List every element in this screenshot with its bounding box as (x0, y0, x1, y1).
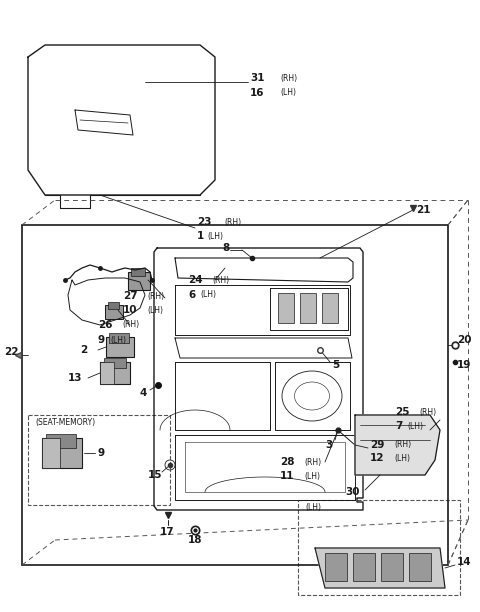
Text: (LH): (LH) (280, 89, 296, 97)
Text: (RH): (RH) (224, 217, 241, 226)
Bar (278, 293, 294, 323)
Text: 18: 18 (188, 535, 203, 545)
Bar (300, 293, 316, 323)
Text: 24: 24 (188, 275, 203, 285)
Bar (381, 553, 403, 581)
Bar (42, 438, 60, 468)
Text: (RH): (RH) (394, 441, 411, 449)
Bar (106, 337, 134, 357)
Text: 10: 10 (123, 305, 137, 315)
Text: 11: 11 (280, 471, 295, 481)
Text: 15: 15 (148, 470, 163, 480)
Text: 21: 21 (416, 205, 431, 215)
Bar (353, 553, 375, 581)
Bar (409, 553, 431, 581)
Bar (325, 553, 347, 581)
Text: 30: 30 (345, 487, 360, 497)
Text: 16: 16 (250, 88, 264, 98)
Text: (LH): (LH) (110, 335, 126, 345)
Text: (RH): (RH) (304, 458, 321, 466)
Polygon shape (315, 548, 445, 588)
Text: 22: 22 (4, 347, 19, 357)
Text: (RH): (RH) (122, 321, 139, 329)
Text: 3: 3 (325, 440, 332, 450)
Bar (100, 362, 130, 384)
Bar (28, 415, 170, 505)
Text: (RH): (RH) (212, 275, 229, 285)
Text: 27: 27 (123, 291, 138, 301)
Text: 4: 4 (140, 388, 147, 398)
Text: (SEAT-MEMORY): (SEAT-MEMORY) (35, 418, 95, 427)
Text: (LH): (LH) (200, 291, 216, 299)
Bar (109, 333, 129, 343)
Polygon shape (355, 415, 440, 475)
Bar (131, 268, 145, 276)
Text: 14: 14 (457, 557, 472, 567)
Text: 28: 28 (280, 457, 295, 467)
Bar (108, 302, 119, 309)
Text: 2: 2 (80, 345, 87, 355)
Text: (LH): (LH) (304, 471, 320, 480)
Text: (LH): (LH) (407, 422, 423, 430)
Text: 25: 25 (395, 407, 409, 417)
Bar (42, 438, 82, 468)
Text: (LH): (LH) (207, 231, 223, 241)
Bar (128, 272, 150, 290)
Text: 5: 5 (332, 360, 339, 370)
Text: 7: 7 (395, 421, 402, 431)
Text: 13: 13 (68, 373, 83, 383)
Text: (RH): (RH) (419, 408, 436, 417)
Bar (100, 362, 114, 384)
Bar (298, 500, 460, 595)
Text: 17: 17 (160, 527, 175, 537)
Text: 9: 9 (97, 448, 104, 458)
Bar (105, 305, 123, 319)
Text: 12: 12 (370, 453, 384, 463)
Bar (46, 434, 76, 448)
Text: 6: 6 (188, 290, 195, 300)
Bar (104, 358, 126, 368)
Text: 29: 29 (370, 440, 384, 450)
Text: 1: 1 (197, 231, 204, 241)
Text: 8: 8 (222, 243, 229, 253)
Text: (RH): (RH) (147, 291, 164, 300)
Text: (LH): (LH) (147, 305, 163, 315)
Text: 31: 31 (250, 73, 264, 83)
Text: 9: 9 (98, 335, 105, 345)
Bar (322, 293, 338, 323)
Text: (LH): (LH) (394, 453, 410, 463)
Text: 26: 26 (98, 320, 112, 330)
Text: 20: 20 (457, 335, 471, 345)
Text: (LH): (LH) (305, 503, 321, 512)
Text: 19: 19 (457, 360, 471, 370)
Text: 23: 23 (197, 217, 212, 227)
Text: (RH): (RH) (280, 73, 297, 83)
